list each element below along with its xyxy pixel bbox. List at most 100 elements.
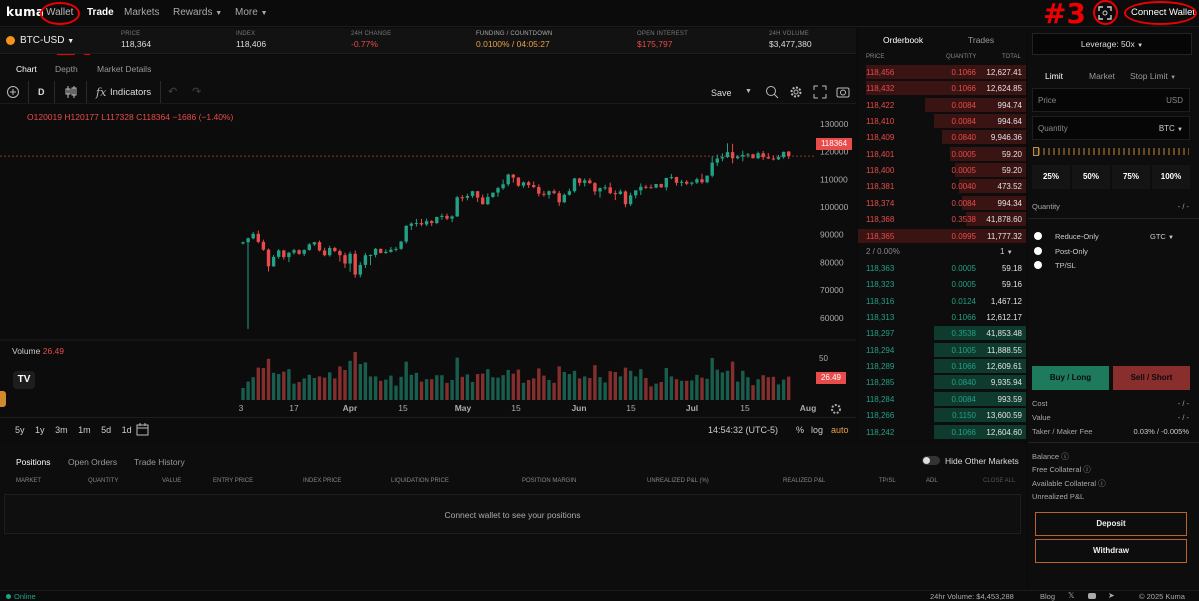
gear-icon[interactable] <box>830 403 842 417</box>
bid-row[interactable]: 118,323 0.0005 59.16 <box>858 276 1026 292</box>
bid-row[interactable]: 118,297 0.3538 41,853.48 <box>858 325 1026 341</box>
price-input[interactable]: Price USD <box>1032 88 1190 112</box>
interval-button[interactable]: D <box>38 87 45 97</box>
ask-row[interactable]: 118,409 0.0840 9,946.36 <box>858 129 1026 145</box>
bid-row[interactable]: 118,313 0.1066 12,612.17 <box>858 309 1026 325</box>
range-1d[interactable]: 1d <box>121 425 132 435</box>
bid-row[interactable]: 118,363 0.0005 59.18 <box>858 260 1026 276</box>
ask-row[interactable]: 118,374 0.0084 994.34 <box>858 195 1026 211</box>
price-chart[interactable]: O120019 H120177 L117328 C118364 −1686 (−… <box>0 104 856 440</box>
save-button[interactable]: Save <box>711 88 732 98</box>
order-type-stop-limit[interactable]: Stop Limit ▼ <box>1130 71 1176 81</box>
bid-price: 118,242 <box>866 427 895 437</box>
x-icon[interactable]: 𝕏 <box>1068 591 1075 600</box>
percent-toggle[interactable]: % <box>796 425 805 435</box>
ask-row[interactable]: 118,401 0.0005 59.20 <box>858 146 1026 162</box>
ask-row[interactable]: 118,365 0.0995 11,777.32 <box>858 228 1026 244</box>
undo-icon[interactable]: ↶ <box>168 86 178 98</box>
slider-handle[interactable] <box>1033 147 1039 156</box>
chart-clock[interactable]: 14:54:32 (UTC-5) <box>708 425 779 435</box>
calendar-icon[interactable] <box>136 423 149 438</box>
close-all-button[interactable]: CLOSE ALL <box>983 478 1016 484</box>
ask-row[interactable]: 118,368 0.3538 41,878.60 <box>858 211 1026 227</box>
bid-row[interactable]: 118,285 0.0840 9,935.94 <box>858 374 1026 390</box>
tif-select[interactable]: GTC ▼ <box>1150 232 1174 241</box>
stop-limit-label: Stop Limit <box>1130 71 1168 81</box>
tab-orderbook[interactable]: Orderbook <box>883 35 924 45</box>
tab-trade-history[interactable]: Trade History <box>134 457 185 467</box>
telegram-icon[interactable]: ➤ <box>1108 591 1115 600</box>
fullscreen-icon[interactable] <box>813 85 827 101</box>
order-type-limit[interactable]: Limit <box>1045 71 1063 81</box>
blog-link[interactable]: Blog <box>1040 592 1056 601</box>
buy-long-button[interactable]: Buy / Long <box>1032 366 1109 390</box>
range-5d[interactable]: 5d <box>101 425 112 435</box>
bid-row[interactable]: 118,294 0.1005 11,888.55 <box>858 342 1026 358</box>
tab-positions[interactable]: Positions <box>16 457 51 467</box>
time-range-buttons[interactable]: 5y 1y 3m 1m 5d 1d <box>15 425 132 435</box>
sidebar-handle[interactable] <box>0 391 6 407</box>
redo-icon[interactable]: ↷ <box>192 86 202 98</box>
indicators-button[interactable]: Indicators <box>110 87 152 98</box>
leverage-select[interactable]: Leverage: 50x ▼ <box>1032 33 1192 55</box>
market-selector[interactable]: BTC-USD ▼ <box>20 35 74 46</box>
tab-open-orders[interactable]: Open Orders <box>68 457 118 467</box>
candle-body <box>251 233 255 239</box>
reduce-only-radio[interactable] <box>1034 232 1042 240</box>
tpsl-radio[interactable] <box>1034 261 1042 269</box>
tab-market-details[interactable]: Market Details <box>97 64 152 74</box>
bid-row[interactable]: 118,316 0.0124 1,467.12 <box>858 293 1026 309</box>
range-3m[interactable]: 3m <box>55 425 68 435</box>
tab-depth[interactable]: Depth <box>55 64 78 74</box>
search-icon[interactable] <box>765 85 779 101</box>
hide-other-toggle[interactable] <box>922 456 940 465</box>
nav-trade[interactable]: Trade <box>87 7 114 18</box>
ask-row[interactable]: 118,432 0.1066 12,624.85 <box>858 80 1026 96</box>
bid-row[interactable]: 118,266 0.1150 13,600.59 <box>858 407 1026 423</box>
ask-row[interactable]: 118,381 0.0040 473.52 <box>858 178 1026 194</box>
tpsl-label: TP/SL <box>1055 261 1076 270</box>
chevron-down-icon[interactable]: ▼ <box>745 88 752 95</box>
ask-row[interactable]: 118,400 0.0005 59.20 <box>858 162 1026 178</box>
range-1y[interactable]: 1y <box>35 425 45 435</box>
post-only-radio[interactable] <box>1034 247 1042 255</box>
candlestick-type-icon[interactable] <box>64 85 78 101</box>
nav-rewards[interactable]: Rewards ▼ <box>173 7 222 18</box>
add-icon[interactable] <box>6 85 20 101</box>
ask-row[interactable]: 118,456 0.1066 12,627.41 <box>858 64 1026 80</box>
spread-step-select[interactable]: 1 ▼ <box>1000 247 1013 256</box>
gear-icon[interactable] <box>789 85 803 101</box>
percent-50-button[interactable]: 50% <box>1072 165 1110 189</box>
tab-chart[interactable]: Chart <box>16 64 37 74</box>
order-form: Leverage: 50x ▼ Limit Market Stop Limit … <box>1028 28 1199 590</box>
quantity-slider[interactable] <box>1033 148 1189 155</box>
bid-row[interactable]: 118,289 0.1066 12,609.61 <box>858 358 1026 374</box>
ask-row[interactable]: 118,422 0.0084 994.74 <box>858 97 1026 113</box>
kuma-logo[interactable]: kuma <box>6 5 45 19</box>
percent-25-button[interactable]: 25% <box>1032 165 1070 189</box>
discord-icon[interactable] <box>1088 593 1096 599</box>
quantity-input[interactable]: Quantity BTC ▼ <box>1032 116 1190 140</box>
order-type-market[interactable]: Market <box>1089 71 1115 81</box>
nav-markets[interactable]: Markets <box>124 7 160 18</box>
withdraw-button[interactable]: Withdraw <box>1035 539 1187 563</box>
candle-body <box>419 223 424 225</box>
quantity-unit-select[interactable]: BTC ▼ <box>1159 124 1183 133</box>
ask-row[interactable]: 118,410 0.0084 994.64 <box>858 113 1026 129</box>
candlestick-chart[interactable]: 130000 120000 110000 100000 90000 80000 70000 6… <box>0 104 856 440</box>
volume-bar <box>526 380 531 400</box>
auto-toggle[interactable]: auto <box>831 425 849 435</box>
nav-more[interactable]: More ▼ <box>235 7 268 18</box>
log-toggle[interactable]: log <box>811 425 824 435</box>
percent-75-button[interactable]: 75% <box>1112 165 1150 189</box>
tab-trades[interactable]: Trades <box>968 35 995 45</box>
tradingview-logo[interactable]: TV <box>13 371 35 389</box>
range-1m[interactable]: 1m <box>78 425 91 435</box>
bid-row[interactable]: 118,284 0.0084 993.59 <box>858 391 1026 407</box>
deposit-button[interactable]: Deposit <box>1035 512 1187 536</box>
camera-icon[interactable] <box>836 85 850 101</box>
bid-row[interactable]: 118,242 0.1066 12,604.60 <box>858 424 1026 440</box>
sell-short-button[interactable]: Sell / Short <box>1113 366 1190 390</box>
range-5y[interactable]: 5y <box>15 425 25 435</box>
percent-100-button[interactable]: 100% <box>1152 165 1190 189</box>
